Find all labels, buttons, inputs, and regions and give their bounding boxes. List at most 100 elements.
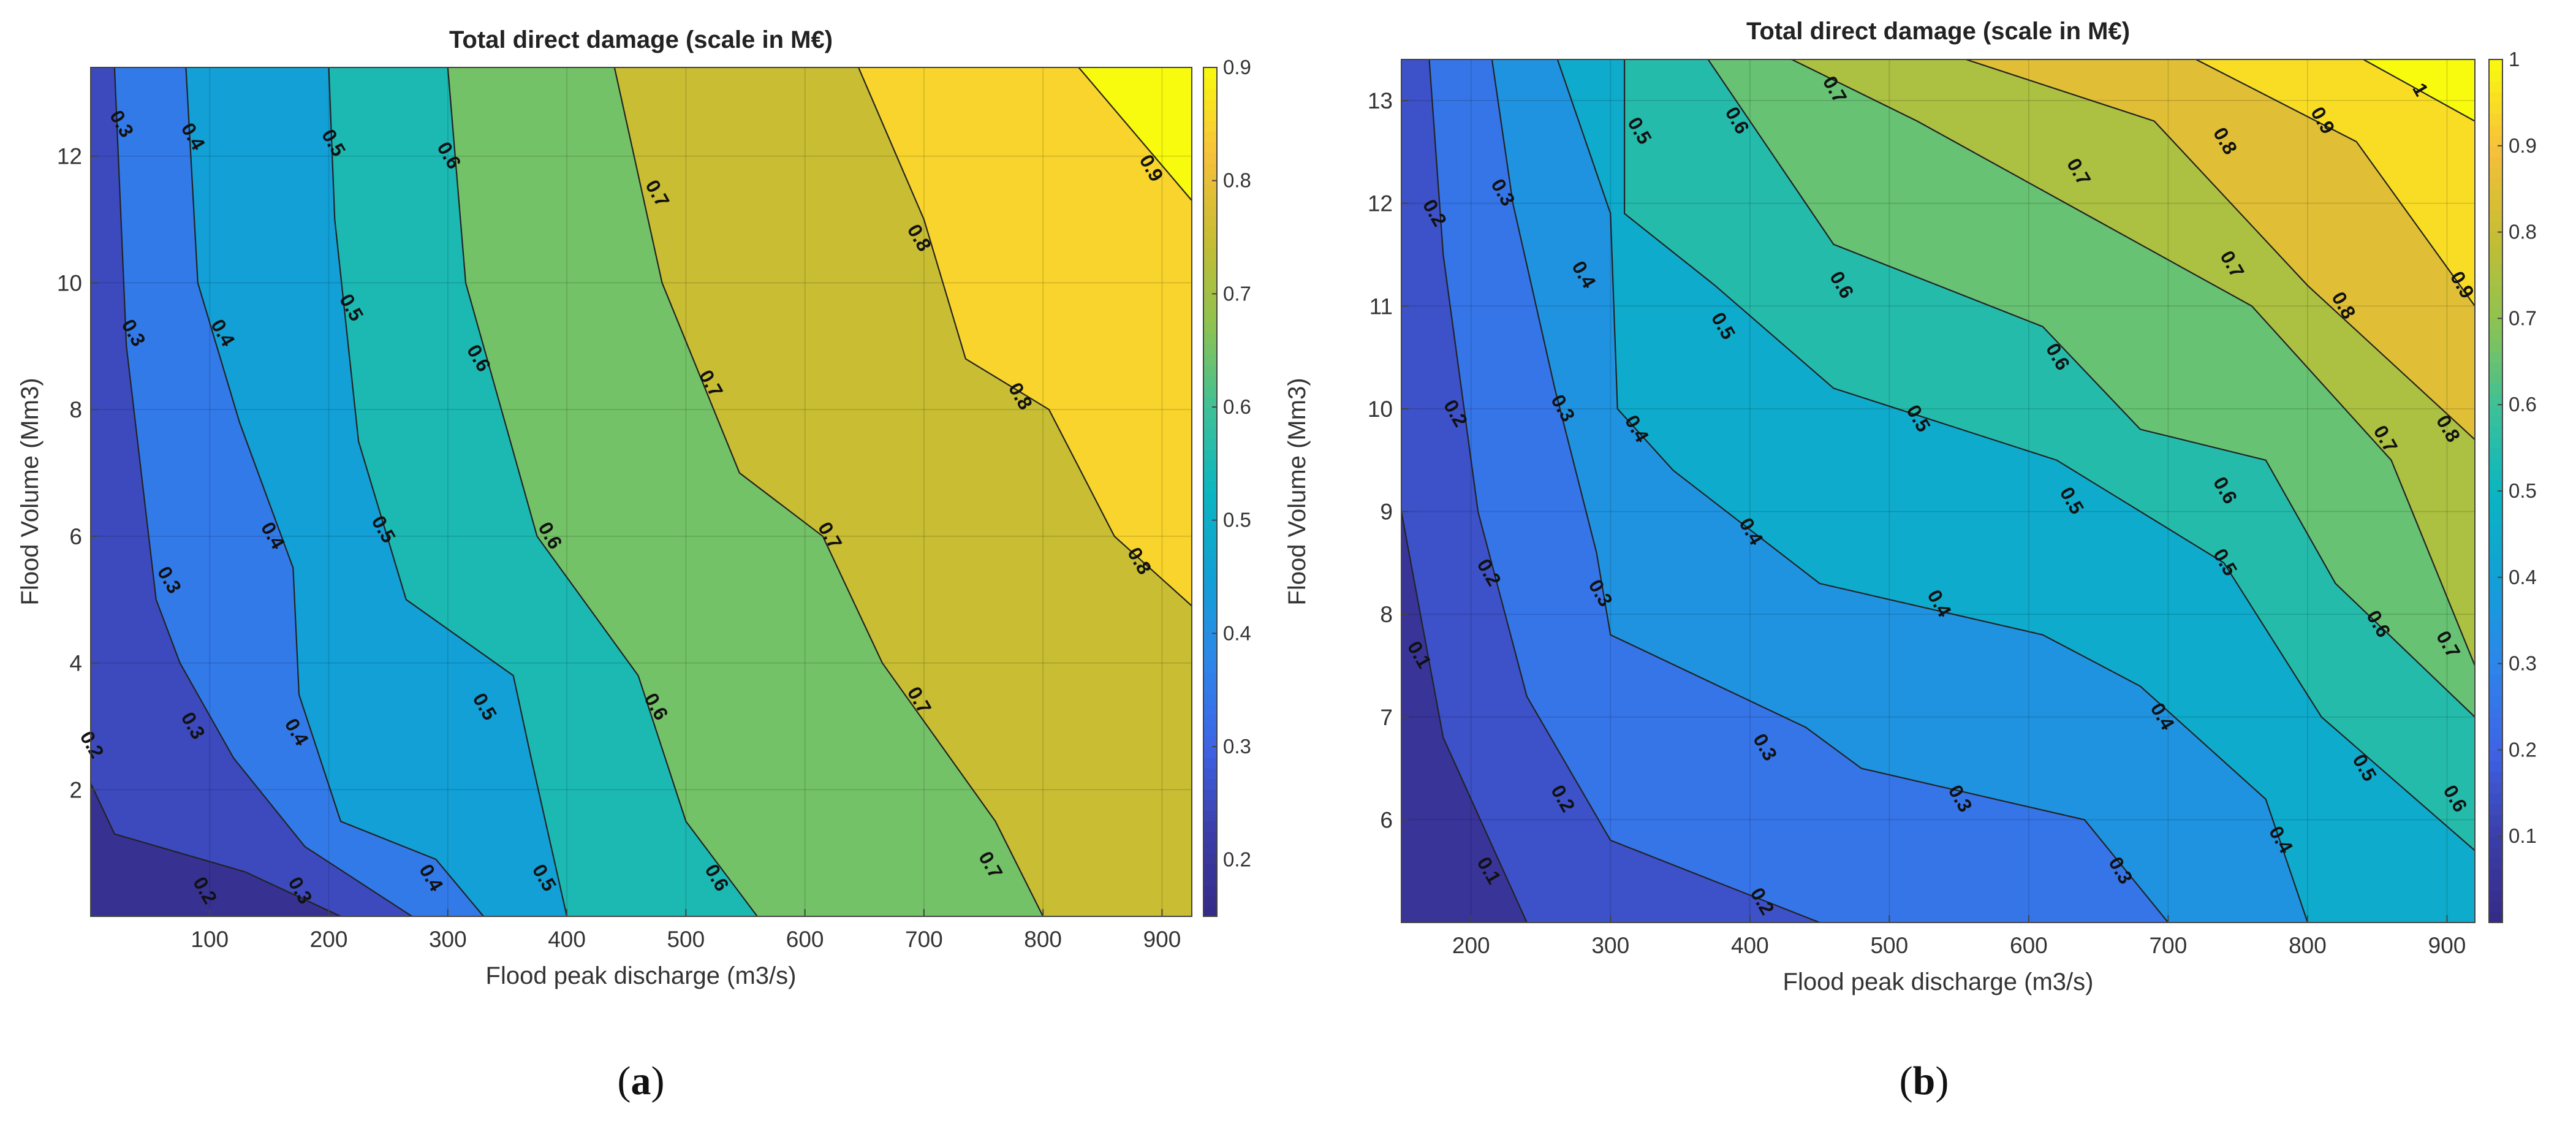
colorbar-segment-b-28 <box>2489 609 2502 622</box>
colorbar-segment-a-0 <box>1203 905 1217 917</box>
x-ticks-b: 200 300 400 500 600 700 800 900 <box>1452 915 2466 958</box>
colorbar-tick-label-a-0: 0.2 <box>1223 848 1251 871</box>
colorbar-segment-b-71 <box>2489 145 2502 158</box>
colorbar-segment-b-70 <box>2489 156 2502 168</box>
colorbar-segment-b-33 <box>2489 555 2502 568</box>
contour-line-a-0.2 <box>91 783 341 916</box>
colorbar-segment-a-74 <box>1203 120 1217 132</box>
colorbar-segment-a-27 <box>1203 619 1217 631</box>
x-tick-label-b-7: 900 <box>2428 933 2466 958</box>
colorbar-segment-a-70 <box>1203 162 1217 175</box>
y-ticks-a: 2 4 6 8 10 12 <box>57 144 98 802</box>
colorbar-segment-b-79 <box>2489 59 2502 71</box>
x-axis-label-a: Flood peak discharge (m3/s) <box>486 962 797 989</box>
y-tick-label-a-2: 6 <box>69 524 82 549</box>
contour-line-b-0.7 <box>1791 59 2475 666</box>
colorbar-segment-b-77 <box>2489 81 2502 93</box>
colorbar-segment-a-3 <box>1203 873 1217 886</box>
colorbar-segment-a-23 <box>1203 661 1217 673</box>
colorbar-segment-a-62 <box>1203 248 1217 259</box>
colorbar-segment-a-50 <box>1203 375 1217 387</box>
colorbar-segment-a-76 <box>1203 99 1217 111</box>
colorbar-segment-b-16 <box>2489 739 2502 751</box>
plot-frame-a <box>90 67 1192 917</box>
colorbar-segment-a-54 <box>1203 332 1217 344</box>
y-tick-label-a-0: 2 <box>69 777 82 802</box>
colorbar-segment-b-60 <box>2489 264 2502 276</box>
colorbar-tick-label-b-9: 1 <box>2509 48 2520 70</box>
colorbar-segment-b-8 <box>2489 825 2502 837</box>
colorbar-segment-a-78 <box>1203 78 1217 89</box>
colorbar-tick-label-b-3: 0.4 <box>2509 566 2537 588</box>
x-tick-label-a-0: 100 <box>191 927 229 952</box>
colorbar-segment-b-59 <box>2489 275 2502 287</box>
colorbar-segment-a-7 <box>1203 831 1217 843</box>
colorbar-segment-b-57 <box>2489 297 2502 308</box>
colorbar-segment-a-57 <box>1203 300 1217 313</box>
colorbar-segment-b-65 <box>2489 210 2502 222</box>
colorbar-segment-a-25 <box>1203 640 1217 652</box>
x-tick-label-a-2: 300 <box>429 927 467 952</box>
colorbar-segment-b-1 <box>2489 900 2502 913</box>
colorbar-segment-a-66 <box>1203 205 1217 217</box>
x-tick-label-a-3: 400 <box>548 927 586 952</box>
y-axis-label-a: Flood Volume (Mm3) <box>17 378 44 605</box>
y-tick-label-b-1: 7 <box>1380 705 1393 730</box>
colorbar-segment-a-64 <box>1203 226 1217 238</box>
colorbar-segment-b-46 <box>2489 415 2502 427</box>
contour-fills-b <box>1401 59 2475 922</box>
colorbar-segment-b-10 <box>2489 804 2502 815</box>
colorbar-segment-a-69 <box>1203 173 1217 185</box>
panel-b-caption: (b) <box>1900 1059 1949 1103</box>
colorbar-tick-label-a-5: 0.7 <box>1223 282 1251 305</box>
colorbar-segment-a-37 <box>1203 513 1217 525</box>
colorbar-segment-a-38 <box>1203 502 1217 514</box>
colorbar-segment-b-53 <box>2489 340 2502 352</box>
contour-line-a-0.9 <box>1078 67 1192 201</box>
contour-line-a-0.7 <box>613 67 1044 916</box>
colorbar-segment-a-8 <box>1203 821 1217 832</box>
colorbar-segment-a-51 <box>1203 364 1217 376</box>
colorbar-segment-a-56 <box>1203 311 1217 323</box>
colorbar-tick-label-a-2: 0.4 <box>1223 622 1251 644</box>
colorbar-segment-b-30 <box>2489 588 2502 599</box>
colorbar-segment-a-24 <box>1203 651 1217 663</box>
y-tick-label-b-7: 13 <box>1368 88 1393 113</box>
colorbar-segment-a-26 <box>1203 630 1217 641</box>
contour-line-b-0.2 <box>1428 59 1820 922</box>
contour-line-a-0.6 <box>447 67 758 916</box>
colorbar-segment-a-34 <box>1203 545 1217 557</box>
colorbar-segment-b-75 <box>2489 102 2502 114</box>
colorbar-segment-b-66 <box>2489 199 2502 211</box>
colorbar-segment-b-68 <box>2489 178 2502 190</box>
contour-line-b-0.8 <box>1966 59 2475 441</box>
colorbar-segment-b-48 <box>2489 394 2502 406</box>
colorbar-segment-b-6 <box>2489 846 2502 859</box>
plot-frame-b <box>1401 59 2476 923</box>
colorbar-segment-b-72 <box>2489 135 2502 146</box>
contour-fills-a <box>91 67 1192 916</box>
colorbar-segment-a-28 <box>1203 608 1217 620</box>
colorbar-segment-b-22 <box>2489 674 2502 686</box>
colorbar-segment-a-42 <box>1203 460 1217 471</box>
colorbar-segment-b-47 <box>2489 405 2502 416</box>
colorbar-segment-a-36 <box>1203 523 1217 535</box>
colorbar-tick-label-b-5: 0.6 <box>2509 393 2537 416</box>
colorbar-segment-a-46 <box>1203 417 1217 429</box>
x-tick-label-b-5: 700 <box>2150 933 2188 958</box>
colorbar-segment-b-62 <box>2489 243 2502 254</box>
colorbar-segment-a-14 <box>1203 757 1217 769</box>
colorbar-segment-a-15 <box>1203 747 1217 758</box>
y-tick-label-a-3: 8 <box>69 397 82 422</box>
colorbar-segment-b-12 <box>2489 782 2502 794</box>
contour-line-b-0.3 <box>1491 59 2169 922</box>
x-tick-label-b-3: 500 <box>1870 933 1908 958</box>
x-tick-label-a-8: 900 <box>1143 927 1181 952</box>
colorbar-segment-a-59 <box>1203 280 1217 291</box>
colorbar-segment-b-73 <box>2489 124 2502 136</box>
colorbar-segment-a-11 <box>1203 789 1217 801</box>
colorbar-segment-a-73 <box>1203 131 1217 143</box>
colorbar-segment-b-58 <box>2489 286 2502 298</box>
contour-line-a-0.8 <box>857 67 1192 607</box>
colorbar-segment-a-18 <box>1203 715 1217 726</box>
